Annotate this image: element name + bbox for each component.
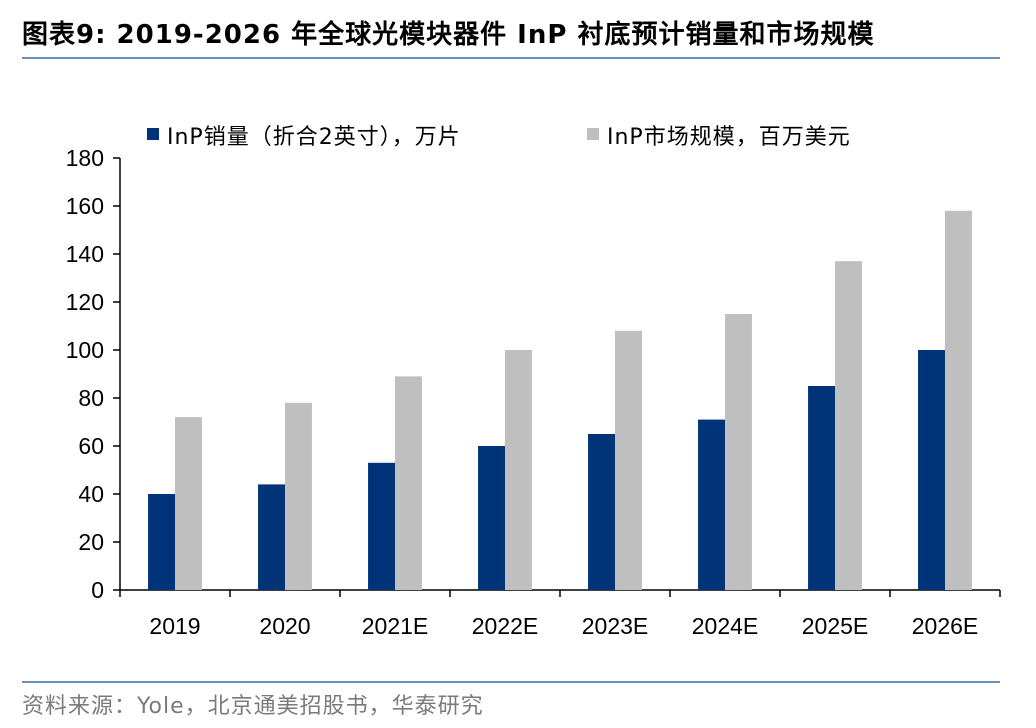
bar-volume-2022E (478, 446, 505, 590)
figure-header: 图表9: 2019-2026 年全球光模块器件 InP 衬底预计销量和市场规模 (22, 14, 1012, 54)
bar-volume-2026E (918, 350, 945, 590)
x-tick-label: 2023E (582, 613, 649, 639)
bar-volume-2024E (698, 419, 725, 590)
legend-swatch-volume (147, 128, 159, 140)
bar-volume-2025E (808, 386, 835, 590)
bar-market-2026E (945, 210, 972, 591)
y-axis: 0 20 40 60 80 100 120 140 160 180 (66, 145, 121, 603)
y-tick-label: 100 (66, 337, 104, 363)
x-tick-label: 2020 (259, 613, 310, 639)
legend: InP销量（折合2英寸），万片 InP市场规模，百万美元 (147, 125, 851, 150)
y-tick-label: 180 (66, 145, 104, 171)
y-tick-label: 160 (66, 193, 104, 219)
y-tick-label: 60 (78, 433, 104, 459)
bottom-divider (22, 681, 1000, 683)
bar-market-2020 (285, 402, 312, 590)
y-tick-label: 20 (78, 529, 104, 555)
bar-market-2022E (505, 350, 532, 590)
bar-market-2024E (725, 314, 752, 590)
bar-market-2025E (835, 261, 862, 590)
y-tick-label: 140 (66, 241, 104, 267)
y-tick-label: 0 (91, 577, 104, 603)
y-tick-label: 80 (78, 385, 104, 411)
figure-title: 图表9: 2019-2026 年全球光模块器件 InP 衬底预计销量和市场规模 (22, 20, 875, 50)
bar-volume-2021E (368, 462, 395, 590)
bars (148, 210, 972, 591)
bar-market-2021E (395, 376, 422, 590)
bar-market-2023E (615, 330, 642, 590)
legend-swatch-market (587, 128, 599, 140)
y-tick-label: 120 (66, 289, 104, 315)
x-tick-label: 2022E (472, 613, 539, 639)
x-tick-label: 2019 (149, 613, 200, 639)
legend-label-market: InP市场规模，百万美元 (607, 125, 851, 150)
bar-volume-2023E (588, 434, 615, 590)
x-tick-label: 2026E (912, 613, 979, 639)
x-tick-label: 2024E (692, 613, 759, 639)
top-divider (22, 57, 1000, 59)
bar-market-2019 (175, 417, 202, 590)
source-note: 资料来源：Yole，北京通美招股书，华泰研究 (22, 694, 484, 719)
bar-volume-2020 (258, 484, 285, 590)
x-axis: 2019 2020 2021E 2022E 2023E 2024E 2025E 2026E (119, 589, 1001, 639)
bar-volume-2019 (148, 494, 175, 590)
legend-label-volume: InP销量（折合2英寸），万片 (167, 125, 461, 150)
x-tick-label: 2025E (802, 613, 869, 639)
y-tick-label: 40 (78, 481, 104, 507)
x-tick-label: 2021E (362, 613, 429, 639)
